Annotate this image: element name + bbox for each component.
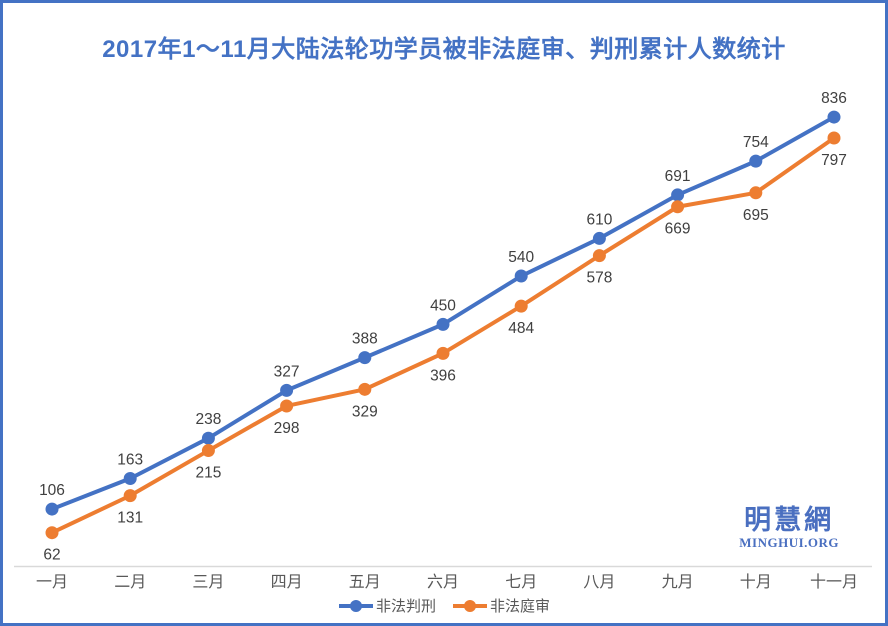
legend-item-tried: 非法庭审 [452,595,550,616]
minghui-logo-english: MINGHUI.ORG [739,534,839,550]
x-tick-label: 八月 [583,574,615,591]
data-label: 691 [665,168,691,185]
data-label: 163 [117,451,143,468]
line-chart-plot-area: 一月 二月 三月 四月 五月 六月 七月 八月 九月 十月 十一月 106 163 238 327 388 45… [14,90,872,591]
data-label: 578 [586,270,612,287]
data-point [827,110,841,124]
data-point [436,346,450,360]
data-label: 797 [821,152,847,169]
x-tick-label: 六月 [427,573,459,591]
chart-title: 2017年1～11月大陆法轮功学员被非法庭审、判刑累计人数统计 [102,36,786,63]
data-label: 396 [430,367,456,384]
x-tick-label: 三月 [192,574,224,591]
data-label: 754 [743,134,769,151]
data-point [592,231,606,245]
data-point [201,431,215,445]
x-tick-label: 九月 [662,573,694,591]
data-label: 238 [195,411,221,428]
x-tick-label: 十一月 [810,573,858,591]
data-label: 388 [352,331,378,348]
legend-marker-orange-icon [453,599,487,612]
x-tick-label: 二月 [114,574,146,591]
minghui-logo-chinese: 明慧網 [744,505,835,535]
data-label: 540 [508,249,534,266]
data-point [358,382,372,396]
data-point [514,269,528,283]
data-point [123,471,137,485]
data-point [280,383,294,397]
legend-item-sentenced: 非法判刑 [338,595,436,616]
data-point [45,502,59,516]
data-point [671,200,685,214]
data-point [749,154,763,168]
data-point [514,299,528,313]
data-point [123,489,137,503]
minghui-logo: 明慧網 MINGHUI.ORG [739,505,839,550]
data-point [592,249,606,263]
data-label: 298 [274,420,300,437]
data-label: 484 [508,320,534,337]
x-tick-label: 七月 [505,573,537,591]
legend-label: 非法庭审 [490,598,551,615]
data-label: 215 [195,465,221,482]
data-label: 669 [665,221,691,238]
data-point [671,188,685,202]
data-label: 329 [352,403,378,420]
data-point [749,186,763,200]
data-point [45,526,59,540]
data-label: 327 [274,363,300,380]
data-label: 450 [430,297,456,314]
chart-legend: 非法判刑 非法庭审 [3,595,885,616]
x-tick-label: 五月 [349,574,381,591]
data-label: 62 [43,547,60,564]
data-label: 106 [39,482,65,499]
series-line-1 [50,136,836,535]
legend-label: 非法判刑 [375,598,436,615]
legend-marker-blue-icon [338,599,373,612]
x-tick-label: 四月 [271,574,303,591]
data-label: 610 [586,211,612,228]
data-point [201,444,215,458]
data-point [358,351,372,365]
data-point [436,317,450,331]
x-tick-label: 一月 [36,574,68,591]
x-tick-label: 十月 [740,573,772,591]
data-point [280,399,294,413]
data-point [827,131,841,145]
data-label: 131 [117,510,143,527]
data-label: 695 [743,207,769,224]
data-label: 836 [821,90,847,107]
